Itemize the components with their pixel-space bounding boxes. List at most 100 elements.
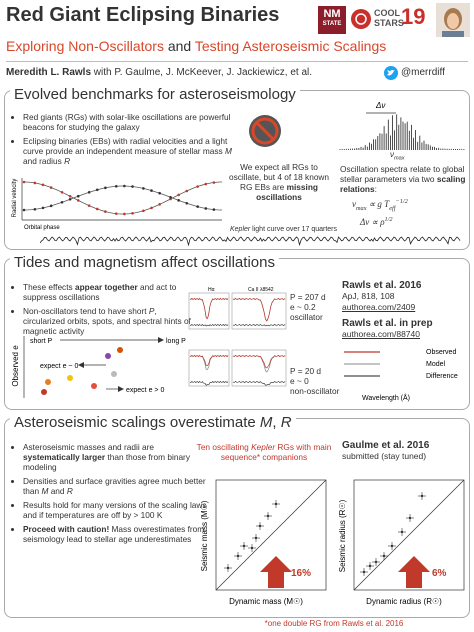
delta-nu-label: Δν <box>375 101 385 110</box>
axis-label: Radial velocity <box>12 179 18 218</box>
rv-curve <box>23 181 223 215</box>
missing-text: We expect all RGs to oscillate, but 4 of… <box>226 162 332 202</box>
text-segment: , circularized orbits, spots, and spectr… <box>23 306 191 336</box>
text-segment: ν <box>390 150 394 159</box>
class: oscillator <box>290 312 323 322</box>
title: Red Giant Eclipsing Binaries <box>6 4 280 26</box>
arrow <box>260 556 292 588</box>
text-segment: ν <box>352 199 356 209</box>
rv-point <box>212 208 216 211</box>
graphic <box>188 349 230 387</box>
rv-point <box>131 211 134 215</box>
reference: Gaulme et al. 2016 submitted (stay tuned… <box>342 440 429 462</box>
text-segment: R <box>280 414 292 431</box>
text-segment: Kepler <box>251 442 276 452</box>
coolstars-icon <box>351 9 371 29</box>
light-curve <box>40 236 461 246</box>
rv-point <box>123 184 126 188</box>
model-spectrum <box>189 297 229 320</box>
text-segment: Asteroseismic masses and radii are <box>23 442 154 452</box>
plot-frame <box>353 479 465 591</box>
text-segment: R <box>66 486 73 496</box>
arrow <box>398 556 430 588</box>
line-label: Ca II λ8542 <box>248 287 274 293</box>
graphic <box>91 383 97 389</box>
text-segment: Kepler <box>230 226 251 233</box>
text-segment: RGs with main sequence* companions <box>220 442 332 462</box>
data-point <box>390 544 394 548</box>
rv-point <box>142 187 145 190</box>
difference-spectrum <box>232 381 286 386</box>
axis-label: Seismic radius (R☉) <box>338 499 347 572</box>
data-point <box>266 514 270 518</box>
divider <box>6 61 468 62</box>
rv-point <box>49 204 53 208</box>
graphic <box>387 69 395 76</box>
legend: Observed Model Difference Wavelength (Å) <box>344 349 458 402</box>
rv-point <box>22 208 26 212</box>
text-segment: Proceed with caution! <box>23 524 110 534</box>
rv-point <box>123 212 126 216</box>
mass-plot: Seismic mass (M☉) Dynamic mass (M☉) 16% <box>200 479 327 606</box>
text-segment: 1/2 <box>384 216 393 223</box>
eccentricity: e ~ 0.2 <box>290 302 316 312</box>
difference-spectrum <box>189 380 229 386</box>
data-point <box>400 530 404 534</box>
rv-point <box>41 183 45 187</box>
text-segment: and <box>163 38 195 54</box>
rv-point <box>114 212 118 215</box>
rv-point <box>204 207 208 210</box>
bullets: These effects appear together and act to… <box>12 282 199 340</box>
rv-point <box>185 201 189 205</box>
rv-point <box>150 206 153 210</box>
axis-label: Dynamic radius (R☉) <box>366 597 442 606</box>
nmsu-logo: NM STATE <box>318 6 346 34</box>
rv-point <box>22 180 26 184</box>
text-segment: M <box>41 486 49 496</box>
rv-point <box>60 200 64 204</box>
observed-spectrum <box>189 297 229 320</box>
rv-point <box>33 207 37 211</box>
graphic <box>67 375 73 381</box>
ref-link[interactable]: authorea.com/88740 <box>342 329 420 339</box>
ref-title: Gaulme et al. 2016 <box>342 440 430 451</box>
graphic <box>442 31 464 37</box>
rv-point <box>150 189 153 192</box>
section-title: Tides and magnetism affect oscillations <box>10 254 279 271</box>
text-segment: Mass overestimates from seismology lead … <box>23 524 205 544</box>
bullets: Red giants (RGs) with solar-like oscilla… <box>12 112 235 170</box>
short-p-label: short P <box>30 338 53 345</box>
data-point <box>362 570 366 574</box>
line-label: Hα <box>208 287 215 293</box>
observed-spectrum <box>189 354 229 367</box>
rv-curve <box>23 185 223 211</box>
legend-label: Model <box>426 361 446 368</box>
graphic <box>255 121 275 141</box>
graphic <box>45 379 51 385</box>
graphic <box>447 13 459 29</box>
graphic <box>231 349 287 387</box>
ref-link[interactable]: authorea.com/2409 <box>342 302 416 312</box>
spectra: Hα Ca II λ8542 <box>188 287 287 387</box>
difference-spectrum <box>232 324 286 327</box>
graphic <box>111 371 117 377</box>
text-segment: scaling relations <box>340 174 466 194</box>
rv-point <box>87 204 91 207</box>
footnote: *one double RG from Rawls et al. 2016 <box>264 619 404 628</box>
oscillation-spectrum: Δν <box>339 101 465 150</box>
lightcurve-caption: Kepler light curve over 17 quarters <box>230 226 337 233</box>
axis-label: Orbital phase <box>24 225 60 231</box>
ref-title: Rawls et al. in prep <box>342 318 433 329</box>
text-segment: −1/2 <box>395 198 408 205</box>
bullet: Eclipsing binaries (EBs) with radial vel… <box>23 136 235 166</box>
data-point <box>258 524 262 528</box>
axis-label: Seismic mass (M☉) <box>200 500 209 571</box>
coolstars-number: 19 <box>401 4 426 29</box>
text-segment: systematically larger <box>23 452 106 462</box>
rv-point <box>212 181 216 184</box>
rv-point <box>60 190 64 194</box>
rv-point <box>142 209 145 213</box>
percent-label: 6% <box>432 568 447 579</box>
one-to-one-line <box>353 479 465 591</box>
